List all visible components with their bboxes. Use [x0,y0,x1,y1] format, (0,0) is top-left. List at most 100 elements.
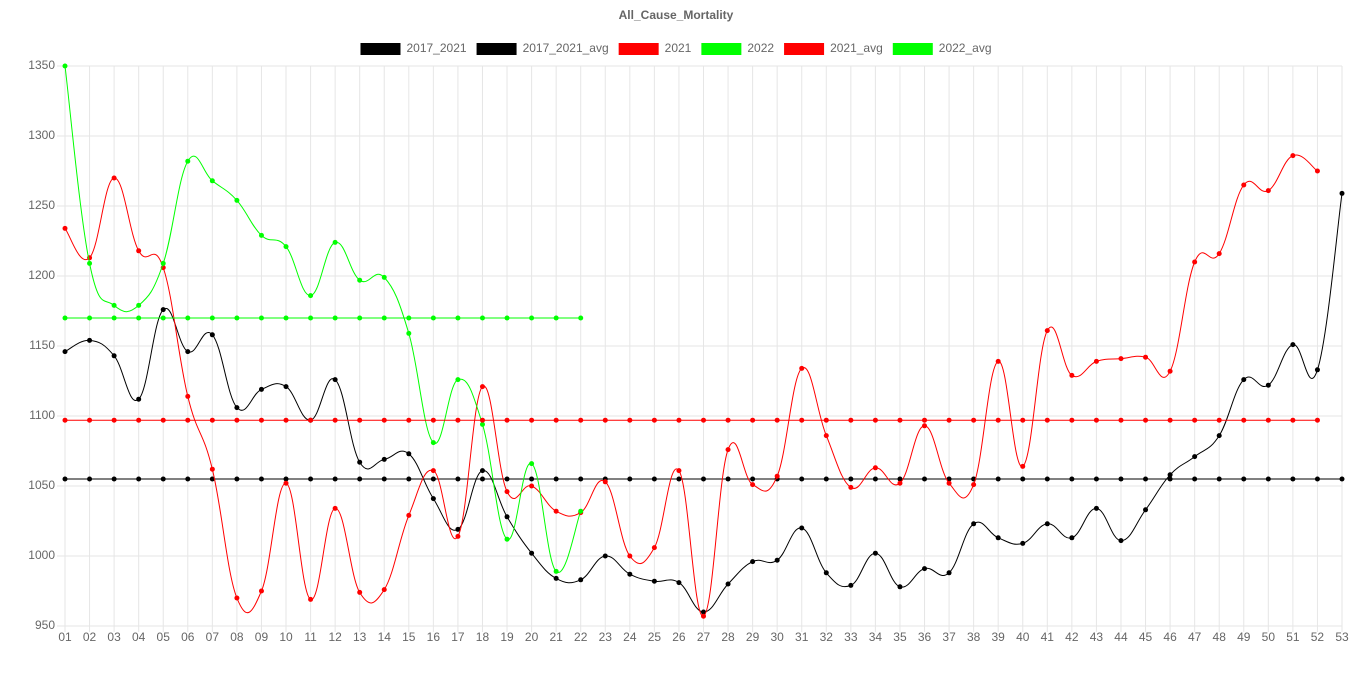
data-point [430,440,436,446]
x-tick-label: 34 [869,630,883,644]
data-point [1216,417,1222,423]
legend-label: 2017_2021 [406,41,466,55]
data-point [725,476,731,482]
x-tick-label: 42 [1065,630,1079,644]
data-point [676,580,682,586]
x-tick-label: 32 [820,630,834,644]
data-point [799,525,805,531]
data-point [258,476,264,482]
data-point [774,473,780,479]
x-tick-label: 37 [942,630,956,644]
data-point [750,417,756,423]
data-point [430,315,436,321]
data-point [1192,454,1198,460]
data-point [62,315,68,321]
x-tick-label: 45 [1139,630,1153,644]
x-tick-label: 10 [279,630,293,644]
data-point [1044,328,1050,334]
data-point [701,609,706,615]
data-point [455,315,461,321]
x-tick-label: 35 [893,630,907,644]
data-point [529,315,535,321]
legend-label: 2022 [747,41,774,55]
data-point [209,332,215,338]
data-point [160,417,166,423]
x-tick-label: 41 [1041,630,1055,644]
data-point [479,421,485,427]
data-point [111,315,117,321]
x-tick-label: 12 [328,630,342,644]
y-tick-label: 1050 [28,478,55,492]
data-point [357,589,363,595]
data-point [1314,476,1320,482]
data-point [774,557,780,563]
data-point [357,277,363,283]
data-point [529,461,535,467]
x-tick-label: 04 [132,630,146,644]
data-point [1118,356,1124,362]
data-point [308,476,314,482]
data-point [701,476,706,482]
data-point [676,468,682,474]
data-point [799,476,805,482]
data-point [258,315,264,321]
data-point [209,466,215,472]
data-point [455,533,461,539]
data-point [823,433,829,439]
x-tick-label: 05 [157,630,171,644]
data-point [209,417,215,423]
data-point [1241,377,1247,383]
data-point [308,596,314,602]
data-point [529,550,535,556]
data-point [651,476,657,482]
data-point [430,417,436,423]
data-point [357,417,363,423]
data-point [553,417,559,423]
data-point [553,508,559,514]
data-point [1192,417,1198,423]
data-point [529,483,535,489]
x-tick-label: 39 [992,630,1006,644]
x-tick-label: 22 [574,630,588,644]
legend-swatch [476,43,517,55]
data-point [725,447,731,453]
data-point [258,588,264,594]
data-point [308,315,314,321]
data-point [750,476,756,482]
data-point [406,315,412,321]
data-point [1265,476,1271,482]
data-point [1093,358,1099,364]
data-point [136,396,142,402]
data-point [1044,476,1050,482]
data-point [111,302,117,308]
data-point [381,417,387,423]
data-point [1069,372,1075,378]
data-point [750,559,756,565]
data-point [1118,417,1124,423]
chart-title: All_Cause_Mortality [619,8,734,22]
data-point [381,315,387,321]
data-point [332,377,338,383]
x-tick-label: 31 [795,630,809,644]
data-point [381,456,387,462]
legend-label: 2021 [665,41,692,55]
data-point [332,417,338,423]
data-point [308,293,314,299]
data-point [234,197,240,203]
data-point [209,315,215,321]
data-point [1314,367,1320,373]
data-point [1118,538,1124,544]
data-point [602,417,608,423]
data-point [111,476,117,482]
data-point [209,476,215,482]
data-point [651,417,657,423]
x-tick-label: 40 [1016,630,1030,644]
data-point [1241,182,1247,188]
x-tick-label: 15 [402,630,416,644]
data-point [553,315,559,321]
legend-swatch [360,43,401,55]
data-point [946,570,952,576]
data-point [406,451,412,457]
data-point [258,232,264,238]
data-point [185,349,191,355]
